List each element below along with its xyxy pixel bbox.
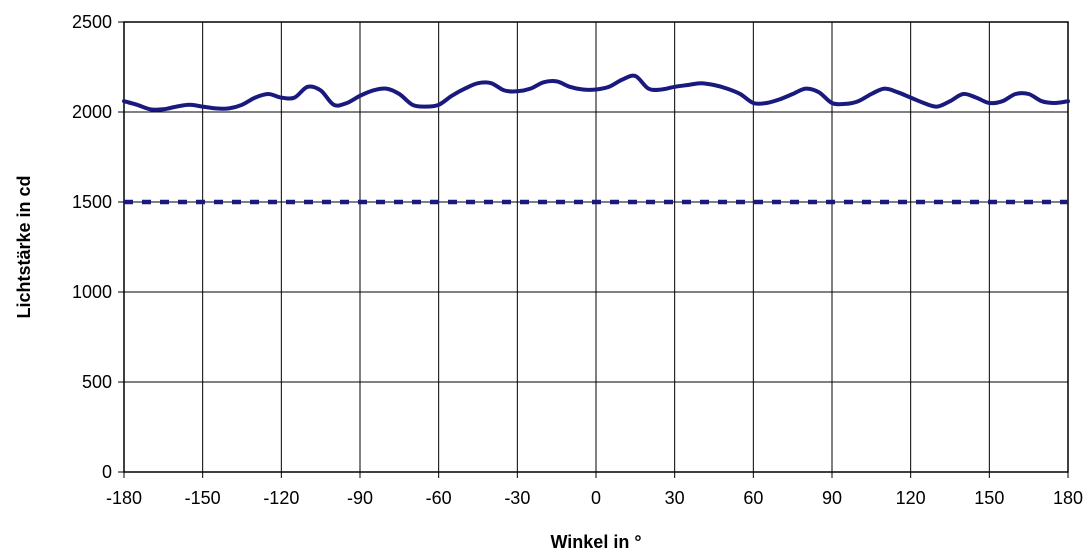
y-tick-label: 2500 [72, 12, 112, 32]
series-layer [122, 73, 1070, 205]
x-tick-label: 60 [743, 488, 763, 508]
solid-series-line [122, 73, 1070, 112]
x-tick-label: -150 [185, 488, 221, 508]
y-axis-title: Lichtstärke in cd [14, 175, 34, 318]
x-tick-label: 150 [974, 488, 1004, 508]
y-tick-label: 2000 [72, 102, 112, 122]
x-tick-label: 0 [591, 488, 601, 508]
x-tick-label: 30 [665, 488, 685, 508]
x-tick-label: 180 [1053, 488, 1083, 508]
x-tick-label: -30 [504, 488, 530, 508]
y-tick-label: 1500 [72, 192, 112, 212]
x-tick-label: -180 [106, 488, 142, 508]
x-tick-label: -60 [426, 488, 452, 508]
x-tick-label: -90 [347, 488, 373, 508]
x-tick-label: 120 [896, 488, 926, 508]
x-tick-label: -120 [263, 488, 299, 508]
y-tick-label: 500 [82, 372, 112, 392]
x-axis-title: Winkel in ° [550, 532, 641, 552]
y-tick-label: 1000 [72, 282, 112, 302]
x-tick-label: 90 [822, 488, 842, 508]
y-tick-labels: 0 500 1000 1500 2000 2500 [72, 12, 124, 482]
x-tick-labels: -180 -150 -120 -90 -60 -30 0 30 60 90 120 150 180 [106, 472, 1083, 508]
y-tick-label: 0 [102, 462, 112, 482]
